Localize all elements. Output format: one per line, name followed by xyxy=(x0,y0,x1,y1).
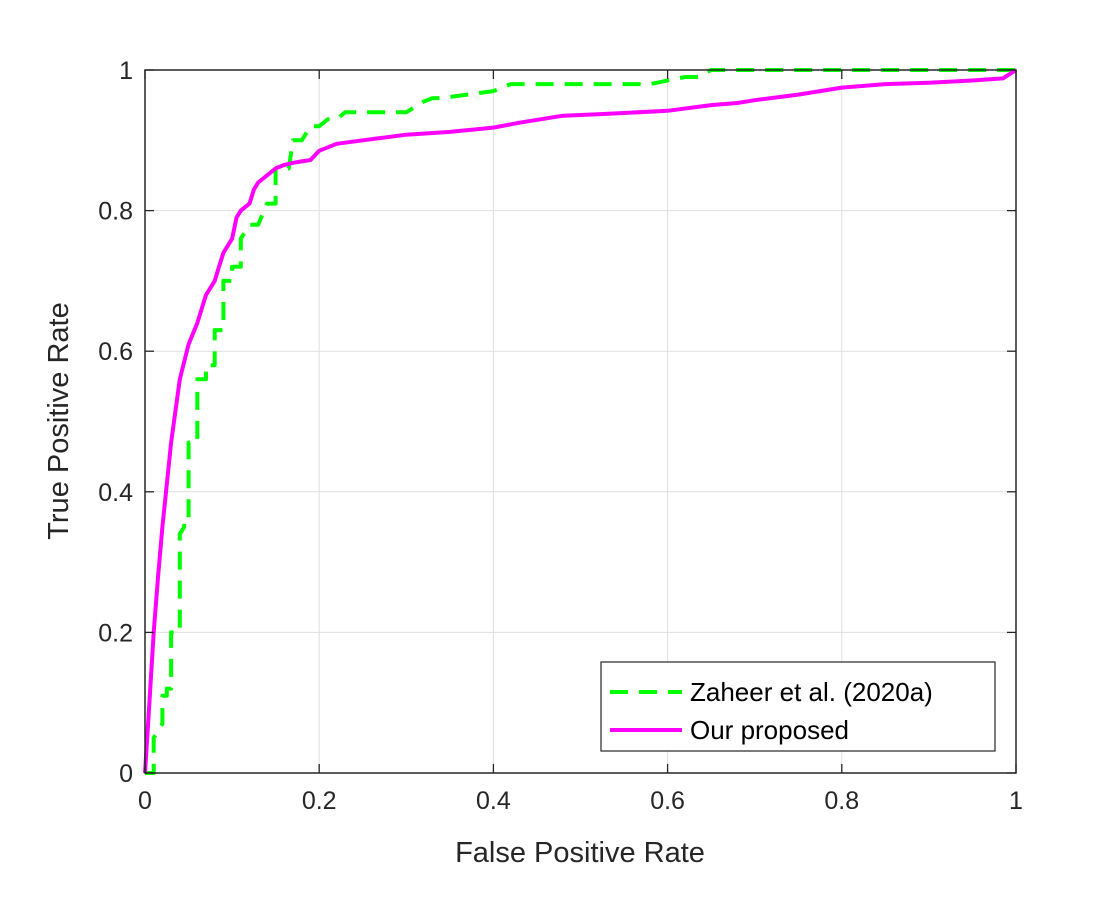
y-axis-label: True Positive Rate xyxy=(43,302,75,539)
x-tick-label: 0.8 xyxy=(824,787,859,815)
series-line-zaheer xyxy=(145,68,1016,775)
y-tick-label: 0 xyxy=(119,760,133,788)
legend: Zaheer et al. (2020a) Our proposed xyxy=(600,661,996,752)
plot-frame xyxy=(144,69,1017,774)
x-tick-label: 1 xyxy=(1009,787,1023,815)
series-layer xyxy=(143,68,1018,775)
x-tick-label: 0.6 xyxy=(650,787,685,815)
y-tick-label: 0.4 xyxy=(98,479,133,507)
axis-ticks xyxy=(144,69,1017,774)
y-tick-label: 0.6 xyxy=(98,338,133,366)
legend-label-proposed: Our proposed xyxy=(690,715,849,745)
x-tick-label: 0 xyxy=(138,787,152,815)
legend-box xyxy=(600,661,996,752)
grid-lines xyxy=(145,70,1016,773)
x-tick-label: 0.4 xyxy=(476,787,511,815)
x-axis-label: False Positive Rate xyxy=(455,837,705,869)
legend-label-zaheer: Zaheer et al. (2020a) xyxy=(690,677,933,707)
tick-labels: 0 0.2 0.4 0.6 0.8 1 0 0.2 0.4 0.6 0.8 1 xyxy=(98,57,1023,815)
y-tick-label: 1 xyxy=(119,57,133,85)
y-tick-label: 0.8 xyxy=(98,198,133,226)
x-tick-label: 0.2 xyxy=(302,787,337,815)
y-tick-label: 0.2 xyxy=(98,619,133,647)
series-line-proposed xyxy=(143,68,1018,774)
